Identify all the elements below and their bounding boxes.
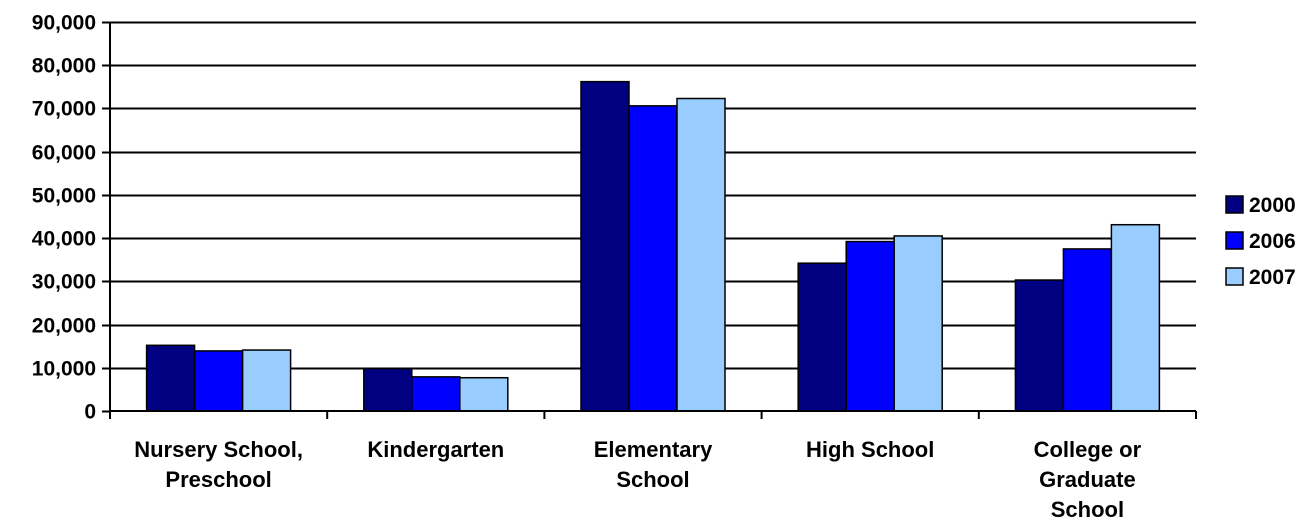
bar-2000-1 <box>363 367 413 412</box>
bar-2007-2 <box>676 97 726 412</box>
legend-label-2000: 2000 <box>1249 194 1296 217</box>
bar-2006-1 <box>411 376 461 412</box>
x-category-label: School <box>1051 497 1124 522</box>
x-category-label: College or <box>1034 437 1142 462</box>
bar-2007-3 <box>893 235 943 412</box>
bar-2000-3 <box>797 262 847 412</box>
legend-swatch-2000 <box>1225 195 1244 214</box>
bar-2007-1 <box>459 376 509 412</box>
x-axis-category-labels: Nursery School, Preschool Kindergarten Elem… <box>134 437 1141 522</box>
legend-label-2006: 2006 <box>1249 230 1296 253</box>
y-tick-label: 80,000 <box>32 55 96 78</box>
legend-label-2007: 2007 <box>1249 266 1296 289</box>
bar-2000-0 <box>145 344 196 412</box>
bar-2006-3 <box>845 240 895 412</box>
y-tick-label: 30,000 <box>32 271 96 294</box>
bar-2006-2 <box>628 105 678 412</box>
bar-2007-4 <box>1110 223 1161 412</box>
y-tick-label: 0 <box>84 401 96 424</box>
x-category-label: Preschool <box>165 467 271 492</box>
y-tick-label: 90,000 <box>32 12 96 35</box>
bar-2006-0 <box>193 350 244 412</box>
y-tick-label: 40,000 <box>32 228 96 251</box>
legend: 2000 2006 2007 <box>1225 194 1296 289</box>
y-tick-label: 50,000 <box>32 185 96 208</box>
legend-swatch-2007 <box>1225 267 1244 286</box>
x-category-label: School <box>616 467 689 492</box>
x-category-label: Nursery School, <box>134 437 303 462</box>
bar-2000-2 <box>580 80 630 412</box>
y-tick-label: 10,000 <box>32 358 96 381</box>
bars <box>145 80 1161 412</box>
x-category-label: Kindergarten <box>367 437 504 462</box>
x-category-label: Graduate <box>1039 467 1136 492</box>
y-axis-tick-labels: 0 10,000 20,000 30,000 40,000 50,000 60,000 70,… <box>32 12 96 424</box>
x-category-label: High School <box>806 437 934 462</box>
y-tick-label: 70,000 <box>32 98 96 121</box>
bar-2006-4 <box>1062 248 1113 412</box>
x-category-label: Elementary <box>594 437 713 462</box>
y-tick-label: 60,000 <box>32 142 96 165</box>
y-tick-label: 20,000 <box>32 315 96 338</box>
bar-2000-4 <box>1014 279 1065 412</box>
axes <box>102 21 1197 419</box>
bar-2007-0 <box>241 349 292 412</box>
legend-swatch-2006 <box>1225 231 1244 250</box>
